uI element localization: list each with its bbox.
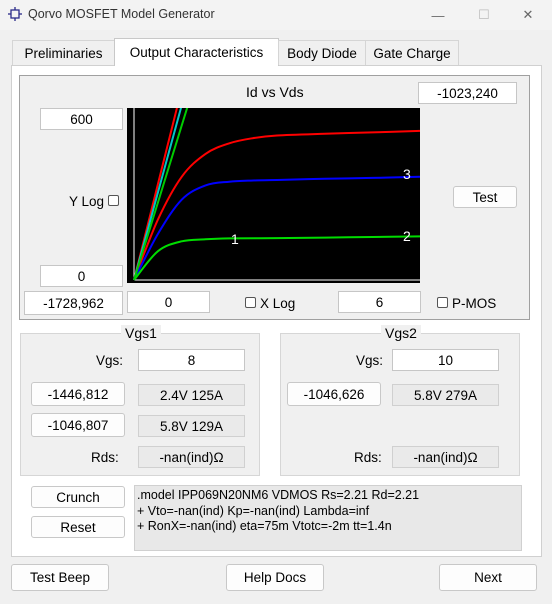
x-max-field[interactable]: 6 xyxy=(338,291,421,313)
vgs1-point1-field[interactable]: -1446,812 xyxy=(31,382,125,406)
tab-body-diode[interactable]: Body Diode xyxy=(278,40,366,65)
vgs1-rds-label: Rds: xyxy=(91,450,119,465)
model-line: + RonX=-nan(ind) eta=75m Vtotc=-2m tt=1.… xyxy=(137,519,392,533)
vgs1-point1-result: 2.4V 125A xyxy=(138,384,245,406)
x-log-label: X Log xyxy=(260,296,296,311)
cursor-readout: -1023,240 xyxy=(418,82,517,104)
reset-button[interactable]: Reset xyxy=(31,516,125,538)
vgs1-point2-result: 5.8V 129A xyxy=(138,415,245,437)
close-icon: ✕ xyxy=(522,7,534,22)
left-readout: -1728,962 xyxy=(24,291,123,315)
y-log-checkbox[interactable] xyxy=(108,195,119,206)
model-line: .model IPP069N20NM6 VDMOS Rs=2.21 Rd=2.2… xyxy=(137,488,420,502)
title-bar: Qorvo MOSFET Model Generator — ☐ ✕ xyxy=(0,0,552,30)
y-max-field[interactable]: 600 xyxy=(40,108,123,130)
window-title: Qorvo MOSFET Model Generator xyxy=(28,7,215,21)
vgs2-vgs-input[interactable]: 10 xyxy=(392,349,499,371)
vgs1-vgs-label: Vgs: xyxy=(96,353,124,368)
vgs1-point2-field[interactable]: -1046,807 xyxy=(31,413,125,437)
curve-label-2: 2 xyxy=(403,228,411,244)
p-mos-label: P-MOS xyxy=(452,296,497,311)
curve-label-3: 3 xyxy=(403,166,411,182)
model-output: .model IPP069N20NM6 VDMOS Rs=2.21 Rd=2.2… xyxy=(134,485,522,551)
series-line-3 xyxy=(133,235,420,281)
tab-output-characteristics[interactable]: Output Characteristics xyxy=(114,38,279,66)
vgs1-rds-value: -nan(ind)Ω xyxy=(138,446,245,468)
maximize-icon: ☐ xyxy=(478,7,490,22)
close-button[interactable]: ✕ xyxy=(506,0,550,30)
app-icon xyxy=(8,7,22,21)
minimize-button[interactable]: — xyxy=(416,0,460,30)
plot-background xyxy=(127,108,420,283)
minimize-icon: — xyxy=(431,7,445,23)
id-vs-vds-plot: 1 2 3 xyxy=(127,108,420,283)
vgs2-vgs-label: Vgs: xyxy=(356,353,384,368)
vgs2-title: Vgs2 xyxy=(381,325,421,341)
y-log-label: Y Log xyxy=(69,194,105,209)
chart-title: Id vs Vds xyxy=(246,84,304,100)
test-beep-button[interactable]: Test Beep xyxy=(11,564,109,591)
vgs2-rds-label: Rds: xyxy=(354,450,382,465)
p-mos-checkbox[interactable] xyxy=(437,297,448,308)
maximize-button[interactable]: ☐ xyxy=(462,0,506,30)
series-line-1 xyxy=(133,129,420,281)
vgs2-rds-value: -nan(ind)Ω xyxy=(392,446,499,468)
vgs1-title: Vgs1 xyxy=(121,325,161,341)
help-docs-button[interactable]: Help Docs xyxy=(226,564,324,591)
tab-label: Output Characteristics xyxy=(129,45,264,60)
y-min-field[interactable]: 0 xyxy=(40,265,123,287)
tab-label: Preliminaries xyxy=(24,45,103,61)
series-line-6 xyxy=(133,108,189,281)
test-button[interactable]: Test xyxy=(453,186,517,208)
x-log-checkbox[interactable] xyxy=(245,297,256,308)
tab-label: Body Diode xyxy=(287,45,357,61)
x-min-field[interactable]: 0 xyxy=(127,291,210,313)
curve-label-1: 1 xyxy=(231,231,239,247)
tab-label: Gate Charge xyxy=(373,45,451,61)
vgs2-point-result: 5.8V 279A xyxy=(392,384,499,406)
next-button[interactable]: Next xyxy=(439,564,537,591)
model-line: + Vto=-nan(ind) Kp=-nan(ind) Lambda=inf xyxy=(137,503,370,518)
tab-preliminaries[interactable]: Preliminaries xyxy=(12,40,115,65)
series-line-2 xyxy=(133,175,420,281)
vgs1-vgs-input[interactable]: 8 xyxy=(138,349,245,371)
crunch-button[interactable]: Crunch xyxy=(31,486,125,508)
vgs2-point-field[interactable]: -1046,626 xyxy=(287,382,381,406)
tab-gate-charge[interactable]: Gate Charge xyxy=(365,40,459,65)
